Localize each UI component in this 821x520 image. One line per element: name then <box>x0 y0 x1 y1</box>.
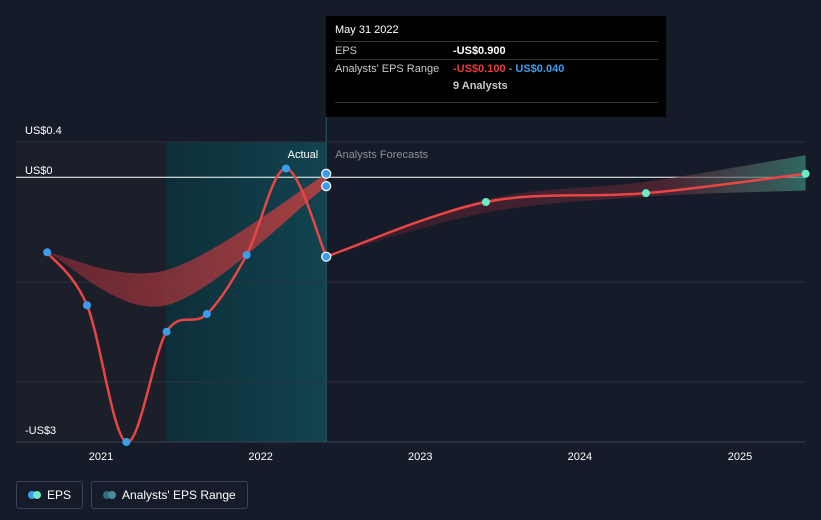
tooltip-analysts: 9 Analysts <box>453 79 508 92</box>
eps-actual-point <box>162 327 171 336</box>
tooltip-analysts-row: 9 Analysts <box>335 77 658 94</box>
eps-range-area-forecast <box>326 155 806 257</box>
legend: EPS Analysts' EPS Range <box>16 481 248 509</box>
legend-eps[interactable]: EPS <box>16 481 84 509</box>
tooltip-range-label: Analysts' EPS Range <box>335 62 440 75</box>
y-axis-label: US$0 <box>25 165 53 177</box>
tooltip-eps-value: -US$0.900 <box>453 44 506 57</box>
legend-eps-label: EPS <box>47 488 72 502</box>
forecast-label: Analysts Forecasts <box>335 149 428 161</box>
tooltip-date: May 31 2022 <box>335 24 399 36</box>
tooltip-range-high: US$0.040 <box>515 62 565 75</box>
eps-range-areas <box>47 155 806 307</box>
eps-forecast-line <box>325 172 806 258</box>
tooltip-range-row: Analysts' EPS Range -US$0.100 - US$0.040 <box>335 59 658 77</box>
eps-forecast-point <box>641 189 650 198</box>
x-tick-label: 2024 <box>568 451 592 463</box>
x-tick-label: 2022 <box>248 451 272 463</box>
range-high-point <box>321 168 332 179</box>
y-axis-label: US$0.4 <box>25 125 62 137</box>
eps-forecast-point <box>801 169 810 178</box>
eps-actual-point <box>43 248 52 257</box>
y-axis-label: -US$3 <box>25 425 56 437</box>
eps-forecast-point <box>481 198 490 206</box>
eps-actual-point <box>83 301 92 310</box>
eps-actual-point <box>202 310 211 319</box>
range-low-point <box>321 181 332 192</box>
eps-actual-point <box>282 164 291 173</box>
actual-label: Actual <box>288 149 319 161</box>
eps-actual-point <box>122 438 131 446</box>
chart-gridlines <box>16 141 805 443</box>
eps-actual-point <box>242 250 251 259</box>
x-tick-label: 2023 <box>408 451 432 463</box>
x-tick-label: 2021 <box>89 451 113 463</box>
legend-range[interactable]: Analysts' EPS Range <box>91 481 248 509</box>
legend-range-label: Analysts' EPS Range <box>122 488 236 502</box>
chart-labels: US$0.4 US$0 -US$3 2021 2022 2023 2024 2025 Actua… <box>25 125 752 463</box>
legend-eps-swatch <box>28 491 41 499</box>
eps-range-area-actual <box>47 173 327 307</box>
tooltip-range-sep: - <box>508 62 513 75</box>
eps-points <box>43 164 810 446</box>
tooltip-divider <box>335 102 658 103</box>
x-tick-label: 2025 <box>728 451 752 463</box>
tooltip-range-low: -US$0.100 <box>453 62 506 75</box>
tooltip: May 31 2022 EPS -US$0.900 Analysts' EPS … <box>326 16 666 117</box>
tooltip-eps-label: EPS <box>335 44 358 57</box>
eps-actual-point <box>321 251 332 262</box>
legend-range-swatch <box>103 491 117 499</box>
eps-chart: US$0.4 US$0 -US$3 2021 2022 2023 2024 2025 Actua… <box>16 117 810 463</box>
tooltip-eps-row: EPS -US$0.900 <box>335 41 658 59</box>
